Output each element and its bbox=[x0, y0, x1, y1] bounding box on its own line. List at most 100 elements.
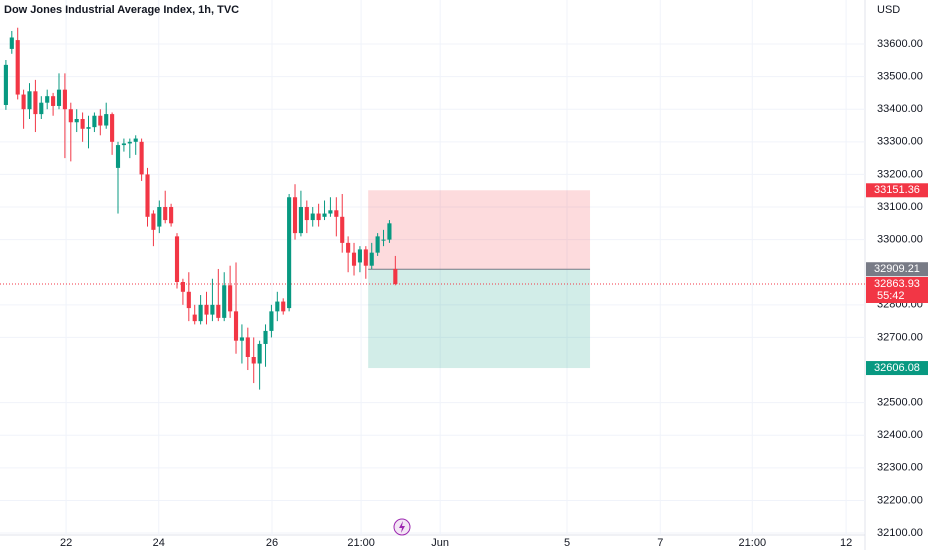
candle-body bbox=[328, 210, 333, 214]
candle-body bbox=[56, 89, 62, 106]
candle-body bbox=[104, 114, 109, 126]
x-tick-label: 7 bbox=[657, 537, 663, 549]
candle-body bbox=[33, 91, 38, 115]
y-tick-label: 33500.00 bbox=[877, 71, 923, 83]
candle-body bbox=[369, 252, 374, 266]
candle-body bbox=[80, 118, 85, 129]
y-tick-label: 33200.00 bbox=[877, 168, 923, 180]
x-tick-label: 21:00 bbox=[739, 537, 767, 549]
target-badge bbox=[866, 361, 928, 376]
candle-body bbox=[139, 141, 144, 175]
candle-body bbox=[62, 89, 67, 110]
candle-body bbox=[68, 109, 73, 123]
plot bbox=[0, 0, 865, 535]
x-tick-label: 24 bbox=[153, 537, 165, 549]
candle-body bbox=[157, 207, 162, 227]
countdown: 55:42 bbox=[877, 290, 905, 302]
candle-body bbox=[115, 145, 121, 168]
last-price-badge bbox=[866, 276, 928, 303]
x-tick-label: 26 bbox=[266, 537, 278, 549]
x-tick-label: Jun bbox=[431, 537, 449, 549]
candle-body bbox=[9, 37, 14, 49]
candle-body bbox=[210, 304, 215, 315]
candle-body bbox=[151, 213, 156, 230]
candle-body bbox=[281, 301, 286, 312]
candle-body bbox=[192, 314, 197, 322]
candle-body bbox=[334, 210, 339, 217]
candle-body bbox=[245, 337, 250, 357]
y-tick-label: 32700.00 bbox=[877, 331, 923, 343]
candle-body bbox=[186, 291, 191, 309]
candle-body bbox=[121, 143, 126, 146]
entry-badge-label: 32909.21 bbox=[874, 263, 920, 275]
y-tick-label: 33300.00 bbox=[877, 136, 923, 148]
x-tick-label: 12 bbox=[840, 537, 852, 549]
candle-body bbox=[222, 285, 227, 318]
candle-body bbox=[174, 236, 180, 283]
candle-body bbox=[228, 285, 233, 312]
candle-body bbox=[322, 213, 327, 217]
candle-body bbox=[216, 304, 221, 318]
candle-body bbox=[357, 249, 362, 263]
y-tick-label: 32100.00 bbox=[877, 527, 923, 539]
candle-body bbox=[351, 252, 357, 266]
last-price-badge-label: 32863.93 bbox=[874, 278, 920, 290]
x-tick-label: 5 bbox=[564, 537, 570, 549]
stop-zone bbox=[368, 190, 591, 270]
candle-body bbox=[198, 304, 203, 322]
candle-body bbox=[393, 268, 398, 284]
entry-badge bbox=[866, 262, 928, 277]
y-tick-label: 32300.00 bbox=[877, 462, 923, 474]
y-tick-label: 33000.00 bbox=[877, 234, 923, 246]
target-badge-label: 32606.08 bbox=[874, 362, 920, 374]
y-tick-label: 32200.00 bbox=[877, 494, 923, 506]
candle-body bbox=[287, 197, 292, 309]
candle-body bbox=[127, 141, 132, 144]
x-tick-label: 21:00 bbox=[347, 537, 375, 549]
candle-body bbox=[239, 337, 244, 341]
candle-body bbox=[251, 356, 256, 364]
y-tick-label: 33600.00 bbox=[877, 38, 923, 50]
candle-body bbox=[145, 174, 150, 217]
chart-title: Dow Jones Industrial Average Index, 1h, … bbox=[4, 4, 239, 16]
candle-body bbox=[163, 207, 168, 221]
candle-body bbox=[316, 213, 321, 221]
candle-body bbox=[304, 207, 309, 221]
candle-body bbox=[180, 282, 185, 292]
y-tick-label: 32400.00 bbox=[877, 429, 923, 441]
candle-body bbox=[110, 114, 115, 142]
stop-badge bbox=[866, 183, 928, 198]
candle-body bbox=[169, 207, 174, 224]
candle-body bbox=[269, 311, 274, 331]
candle-body bbox=[27, 91, 32, 110]
candle-body bbox=[3, 64, 8, 105]
candle-body bbox=[39, 102, 44, 115]
y-tick-label: 33100.00 bbox=[877, 201, 923, 213]
stop-badge-label: 33151.36 bbox=[874, 184, 920, 196]
candle-body bbox=[204, 304, 209, 315]
candle-body bbox=[257, 343, 262, 364]
candle-body bbox=[298, 207, 303, 234]
candle-body bbox=[21, 94, 26, 110]
candle-body bbox=[310, 213, 315, 221]
candle-body bbox=[381, 239, 386, 241]
target-zone bbox=[368, 269, 591, 369]
candle-body bbox=[45, 96, 50, 103]
candle-body bbox=[233, 311, 239, 341]
x-tick-label: 22 bbox=[60, 537, 72, 549]
candle-body bbox=[387, 223, 392, 240]
currency: USD bbox=[877, 4, 900, 16]
candle-body bbox=[15, 40, 20, 95]
y-tick-label: 33400.00 bbox=[877, 103, 923, 115]
candle-body bbox=[346, 242, 351, 253]
candle-body bbox=[51, 96, 56, 106]
candle-body bbox=[363, 249, 368, 266]
candle-body bbox=[74, 118, 79, 123]
event-bolt bbox=[399, 521, 405, 533]
y-tick-label: 32500.00 bbox=[877, 397, 923, 409]
candle-body bbox=[375, 236, 380, 253]
candle-body bbox=[263, 330, 268, 344]
lightning-icon[interactable] bbox=[393, 518, 411, 536]
